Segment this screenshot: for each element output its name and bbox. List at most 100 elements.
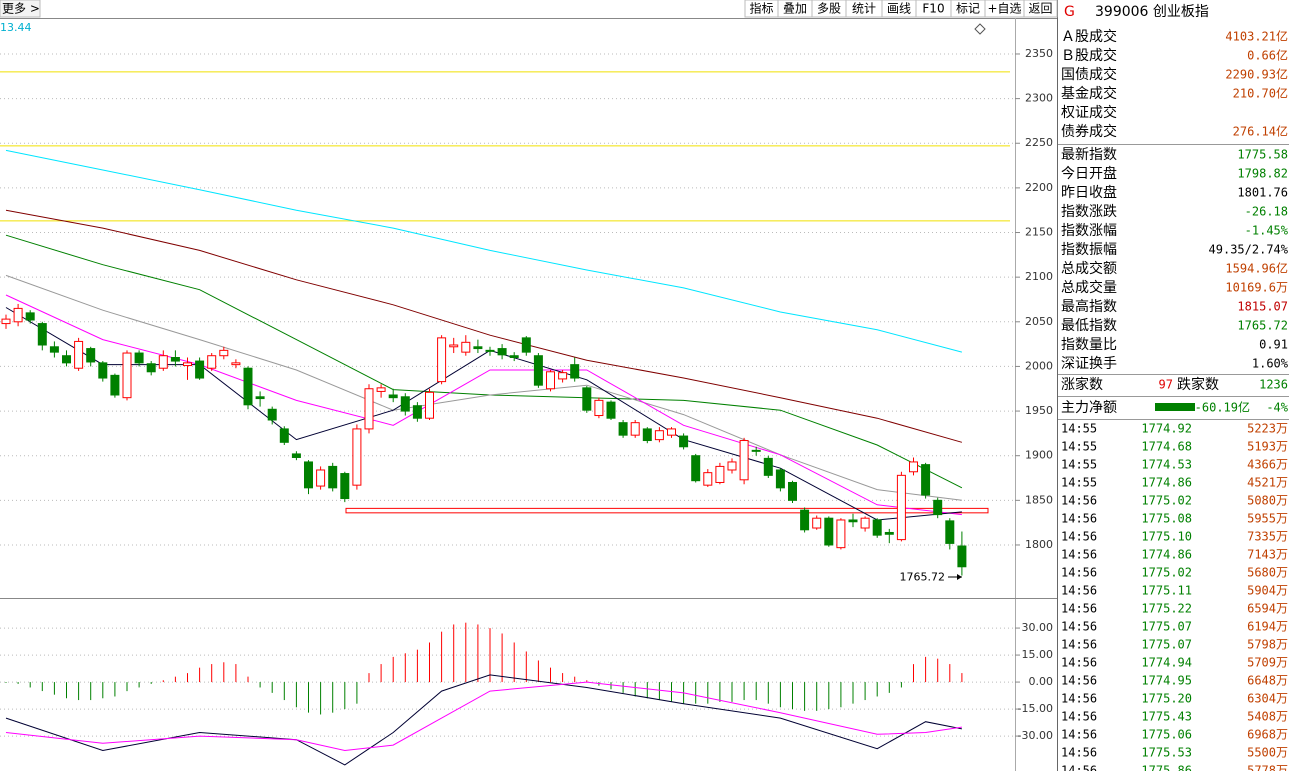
moving-average-line <box>5 149 963 353</box>
toolbar-button-label[interactable]: 统计 <box>852 2 876 16</box>
candle-body <box>872 519 882 536</box>
toolbar-button[interactable] <box>1023 0 1058 18</box>
candle-body <box>267 408 277 421</box>
trade-price: 1775.08 <box>1141 512 1192 526</box>
candle-body <box>630 422 640 436</box>
trade-price: 1774.94 <box>1141 656 1192 670</box>
candle-body <box>679 435 689 448</box>
candle-body <box>376 387 386 392</box>
candle-body <box>437 337 447 383</box>
index-value: 0.91 <box>1259 338 1288 352</box>
candle-body <box>219 349 229 357</box>
index-label: 昨日收盘 <box>1061 184 1117 201</box>
macd-line <box>5 681 962 752</box>
trade-volume: 7335万 <box>1247 530 1288 544</box>
toolbar-button-label[interactable]: 指标 <box>749 1 773 16</box>
net-label: 主力净额 <box>1061 400 1117 416</box>
trade-price: 1774.53 <box>1141 458 1192 472</box>
candle-body <box>909 461 918 473</box>
toolbar-button-label[interactable]: 返回 <box>1028 2 1052 16</box>
trade-price: 1775.20 <box>1141 692 1192 706</box>
trade-time: 14:56 <box>1061 710 1097 724</box>
trade-time: 14:56 <box>1061 494 1097 508</box>
y-tick-label: -15.00 <box>1018 702 1053 715</box>
net-flow-bar <box>1155 403 1195 411</box>
turnover-label: Ａ股成交 <box>1061 28 1117 45</box>
candle-body <box>425 391 434 419</box>
candle-body <box>836 519 846 549</box>
trade-price: 1774.95 <box>1141 674 1192 688</box>
index-value: 1775.58 <box>1237 148 1288 162</box>
candle-body <box>533 355 543 386</box>
candle-body <box>134 352 144 364</box>
candle-body <box>304 461 313 489</box>
index-value: -26.18 <box>1245 205 1288 219</box>
candle-body <box>715 465 725 483</box>
trade-price: 1774.92 <box>1141 422 1192 436</box>
index-value: 1.60% <box>1252 357 1289 371</box>
candle-body <box>74 340 84 369</box>
candle-body <box>582 387 592 411</box>
index-label: 最低指数 <box>1061 318 1117 334</box>
marker-icon <box>974 23 986 35</box>
index-label: 指数振幅 <box>1061 242 1117 258</box>
trade-price: 1775.02 <box>1141 566 1192 580</box>
candle-body <box>1 318 11 325</box>
security-name: 399006 创业板指 <box>1095 4 1209 20</box>
y-tick-label: 2000 <box>1025 359 1053 372</box>
candle-body <box>727 461 737 471</box>
macd-line <box>5 674 962 766</box>
toolbar-button-label[interactable]: +自选 <box>987 2 1021 16</box>
candle-body <box>13 307 23 323</box>
trade-time: 14:56 <box>1061 728 1097 742</box>
candle-body <box>207 355 217 369</box>
y-tick-label: 1900 <box>1025 449 1053 462</box>
candle-body <box>255 396 265 400</box>
arrow-head <box>957 574 962 580</box>
candle-body <box>667 428 676 436</box>
turnover-label: 权证成交 <box>1061 104 1117 121</box>
index-value: 1801.76 <box>1237 186 1288 200</box>
candle-body <box>521 337 531 353</box>
turnover-value: 2290.93亿 <box>1225 67 1288 82</box>
candle-body <box>812 517 822 529</box>
toolbar-button-label[interactable]: 叠加 <box>783 2 807 16</box>
candle-body <box>158 355 168 369</box>
index-value: 49.35/2.74% <box>1209 243 1289 257</box>
trade-time: 14:56 <box>1061 638 1097 652</box>
turnover-label: Ｂ股成交 <box>1061 47 1117 64</box>
candle-body <box>739 440 749 481</box>
turnover-value: 4103.21亿 <box>1225 29 1288 44</box>
toolbar-button-label[interactable]: F10 <box>922 2 944 16</box>
candle-body <box>170 357 180 362</box>
y-tick-label: 1850 <box>1025 493 1053 506</box>
y-tick-label: 0.00 <box>1029 675 1054 688</box>
trade-time: 14:56 <box>1061 656 1097 670</box>
y-tick-label: 1800 <box>1025 538 1053 551</box>
trade-time: 14:55 <box>1061 440 1097 454</box>
trade-volume: 5193万 <box>1247 440 1288 454</box>
candle-body <box>642 428 652 442</box>
price-band <box>345 507 989 514</box>
more-label[interactable]: 更多 > <box>2 2 40 16</box>
candle-body <box>570 364 580 379</box>
toolbar-button-label[interactable]: 标记 <box>956 2 980 16</box>
trade-volume: 5680万 <box>1247 566 1288 580</box>
trade-price: 1774.68 <box>1141 440 1192 454</box>
candle-body <box>49 346 59 353</box>
candle-body <box>183 362 192 367</box>
candle-body <box>110 374 120 396</box>
trade-price: 1775.43 <box>1141 710 1192 724</box>
turnover-label: 基金成交 <box>1061 85 1117 102</box>
trade-time: 14:56 <box>1061 620 1097 634</box>
candle-body <box>824 517 834 546</box>
candle-body <box>691 455 701 482</box>
candle-body <box>449 344 459 348</box>
index-value: 1765.72 <box>1237 319 1288 333</box>
turnover-value: 210.70亿 <box>1233 86 1288 101</box>
index-label: 最新指数 <box>1061 147 1117 163</box>
toolbar-button-label[interactable]: 画线 <box>887 2 911 16</box>
toolbar-button-label[interactable]: 多股 <box>817 2 841 16</box>
more-button[interactable] <box>0 0 41 18</box>
y-tick-label: 2350 <box>1025 47 1053 60</box>
